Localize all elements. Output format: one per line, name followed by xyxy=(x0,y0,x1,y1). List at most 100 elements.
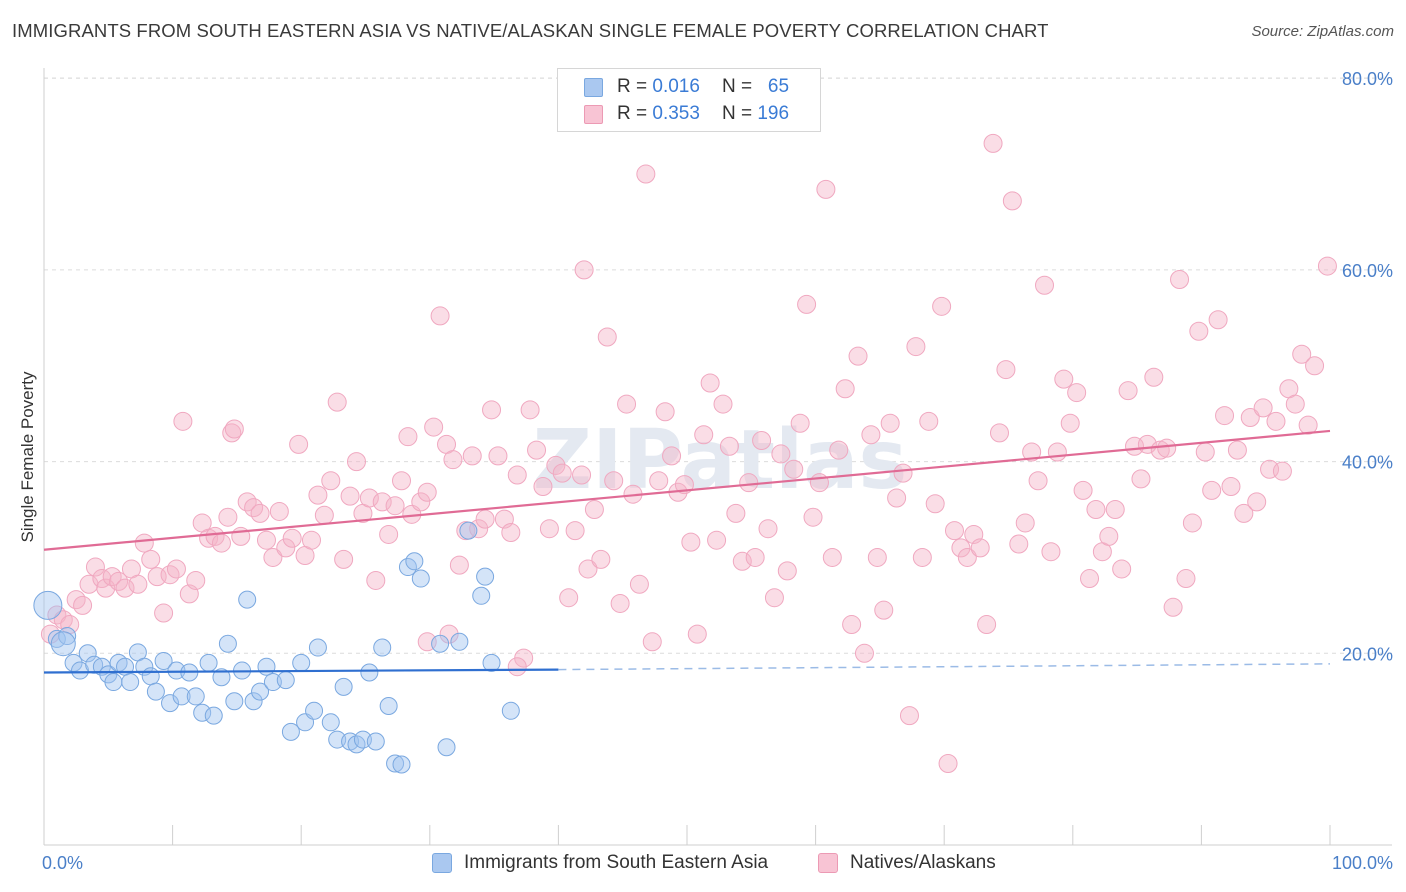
data-point xyxy=(334,677,353,696)
series-natives-alaskans xyxy=(40,133,1337,774)
data-point xyxy=(314,505,334,525)
chart-title: IMMIGRANTS FROM SOUTH EASTERN ASIA VS NA… xyxy=(12,20,1049,41)
data-point xyxy=(771,444,791,464)
data-point xyxy=(269,501,289,521)
data-point xyxy=(482,653,501,672)
data-point xyxy=(996,360,1016,380)
data-point xyxy=(501,701,520,720)
data-point xyxy=(584,500,604,520)
data-point xyxy=(92,657,111,676)
data-point xyxy=(1028,471,1048,491)
data-point xyxy=(745,547,765,567)
legend-item-natives: Natives/Alaskans xyxy=(818,852,996,874)
data-point xyxy=(777,561,797,581)
data-point xyxy=(829,440,849,460)
watermark: ZIPatlas xyxy=(533,413,908,508)
data-point xyxy=(1112,559,1132,579)
data-point xyxy=(578,559,598,579)
data-point xyxy=(1054,369,1074,389)
data-point xyxy=(713,394,733,414)
data-point xyxy=(764,588,784,608)
data-point xyxy=(78,644,97,663)
data-point xyxy=(204,706,223,725)
data-point xyxy=(1305,356,1325,376)
data-point xyxy=(1035,275,1055,295)
data-point xyxy=(1195,442,1215,462)
data-point xyxy=(251,682,270,701)
data-point xyxy=(565,521,585,541)
data-point xyxy=(281,722,300,741)
data-point xyxy=(906,337,926,357)
data-point xyxy=(475,509,495,529)
trend-line-immigrants-extension xyxy=(558,663,1331,671)
data-point xyxy=(957,547,977,567)
y-tick-label: 80.0% xyxy=(1342,69,1393,89)
data-point xyxy=(1272,461,1292,481)
data-point xyxy=(694,425,714,445)
data-point xyxy=(507,465,527,485)
data-point xyxy=(141,667,160,686)
data-point xyxy=(1176,569,1196,589)
data-point xyxy=(784,459,804,479)
data-point xyxy=(533,477,553,497)
data-point xyxy=(880,413,900,433)
data-point xyxy=(925,494,945,514)
data-point xyxy=(199,653,218,672)
data-point xyxy=(938,754,958,774)
data-point xyxy=(411,492,431,512)
data-point xyxy=(546,455,566,475)
data-point xyxy=(1170,269,1190,289)
data-point xyxy=(1240,408,1260,428)
data-point xyxy=(1009,534,1029,554)
trend-lines xyxy=(43,429,1331,674)
data-point xyxy=(154,603,174,623)
legend-n-value: 196 xyxy=(757,103,790,124)
data-point xyxy=(1080,569,1100,589)
y-tick-labels: 20.0% 40.0% 60.0% 80.0% xyxy=(1342,69,1393,664)
data-point xyxy=(450,632,469,651)
data-point xyxy=(1047,442,1067,462)
data-point xyxy=(476,567,495,586)
data-point xyxy=(1041,542,1061,562)
data-point xyxy=(1182,513,1202,533)
legend-row-pink: R = 0.353 N = 196 xyxy=(584,102,789,126)
data-point xyxy=(321,471,341,491)
data-point xyxy=(121,673,140,692)
data-point xyxy=(346,452,366,472)
data-point xyxy=(610,593,630,613)
data-point xyxy=(128,574,148,594)
legend-n-value: 65 xyxy=(767,76,790,97)
data-point xyxy=(629,574,649,594)
data-point xyxy=(1144,367,1164,387)
data-point xyxy=(1022,442,1042,462)
data-point xyxy=(1002,191,1022,211)
data-point xyxy=(50,631,76,657)
x-tick-labels: 0.0% 100.0% xyxy=(42,853,1393,873)
data-point xyxy=(104,673,123,692)
data-point xyxy=(411,569,430,588)
data-point xyxy=(366,732,385,751)
data-point xyxy=(642,632,662,652)
data-point xyxy=(719,436,739,456)
data-point xyxy=(238,590,257,609)
trend-line-immigrants xyxy=(43,668,559,674)
data-point xyxy=(1073,480,1093,500)
data-point xyxy=(417,482,437,502)
data-point xyxy=(649,471,669,491)
legend-r-label: R = xyxy=(617,76,648,97)
data-point xyxy=(501,523,521,543)
data-point xyxy=(405,552,424,571)
data-point xyxy=(186,687,205,706)
data-point xyxy=(459,521,478,540)
data-point xyxy=(1317,256,1337,276)
data-point xyxy=(867,547,887,567)
data-point xyxy=(842,615,862,635)
data-point xyxy=(887,488,907,508)
x-tick-label: 0.0% xyxy=(42,853,83,873)
y-tick-label: 20.0% xyxy=(1342,644,1393,664)
data-point xyxy=(1292,344,1312,364)
data-point xyxy=(305,701,324,720)
data-point xyxy=(256,530,276,550)
legend-r-value: 0.016 xyxy=(652,76,700,97)
data-point xyxy=(263,547,283,567)
